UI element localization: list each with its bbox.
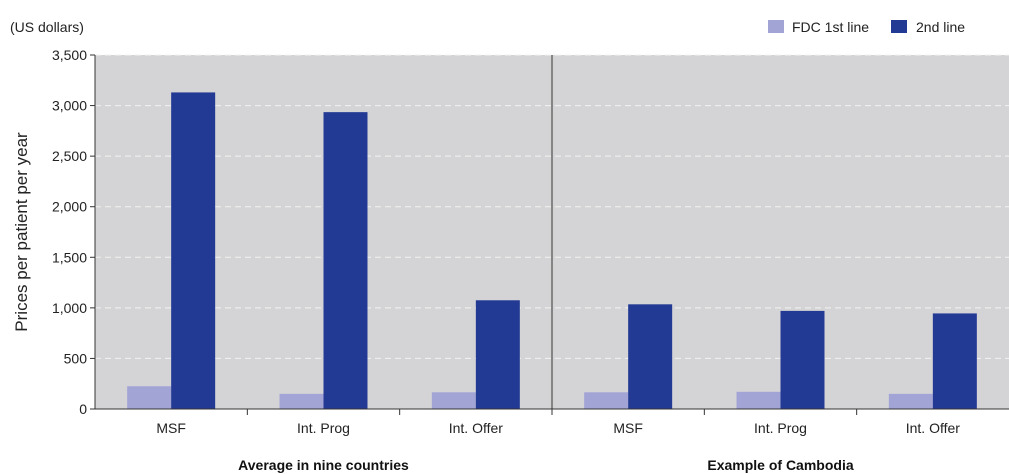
x-tick-label: MSF xyxy=(613,420,643,436)
bar-fdc-1st-line xyxy=(127,386,172,409)
legend-swatch-2nd-line xyxy=(891,20,907,33)
legend: FDC 1st line 2nd line xyxy=(768,19,965,35)
bar-2nd-line xyxy=(628,304,673,409)
labels: 0 500 1,000 1,500 2,000 2,500 3,000 3,500 MSF Int… xyxy=(52,47,960,473)
bar-2nd-line xyxy=(780,310,825,409)
unit-label: (US dollars) xyxy=(10,19,84,35)
group-label: Average in nine countries xyxy=(238,457,409,473)
x-tick-label: Int. Offer xyxy=(449,420,504,436)
bar-2nd-line xyxy=(323,112,368,409)
y-tick-label: 0 xyxy=(79,401,87,417)
y-tick-label: 1,000 xyxy=(52,300,87,316)
bars xyxy=(127,92,977,410)
bar-fdc-1st-line xyxy=(584,392,629,409)
y-tick-label: 500 xyxy=(64,350,88,366)
grid-lines xyxy=(95,54,1009,359)
y-tick-label: 2,000 xyxy=(52,199,87,215)
bar-fdc-1st-line xyxy=(736,391,781,409)
legend-swatch-fdc-1st-line xyxy=(768,20,784,33)
axes xyxy=(90,54,1009,415)
y-axis-title: Prices per patient per year xyxy=(12,132,31,332)
legend-label-2nd-line: 2nd line xyxy=(916,19,965,35)
bar-2nd-line xyxy=(475,300,520,409)
bar-fdc-1st-line xyxy=(279,393,324,409)
bar-2nd-line xyxy=(171,92,216,410)
x-tick-label: Int. Prog xyxy=(297,420,350,436)
group-label: Example of Cambodia xyxy=(707,457,853,473)
legend-label-fdc-1st-line: FDC 1st line xyxy=(792,19,869,35)
y-tick-label: 1,500 xyxy=(52,249,87,265)
bar-fdc-1st-line xyxy=(431,392,476,409)
x-tick-label: MSF xyxy=(156,420,186,436)
bar-fdc-1st-line xyxy=(888,393,933,409)
bar-2nd-line xyxy=(932,313,977,409)
y-tick-label: 2,500 xyxy=(52,148,87,164)
y-tick-label: 3,000 xyxy=(52,98,87,114)
x-tick-label: Int. Prog xyxy=(754,420,807,436)
y-tick-label: 3,500 xyxy=(52,47,87,63)
x-tick-label: Int. Offer xyxy=(906,420,961,436)
